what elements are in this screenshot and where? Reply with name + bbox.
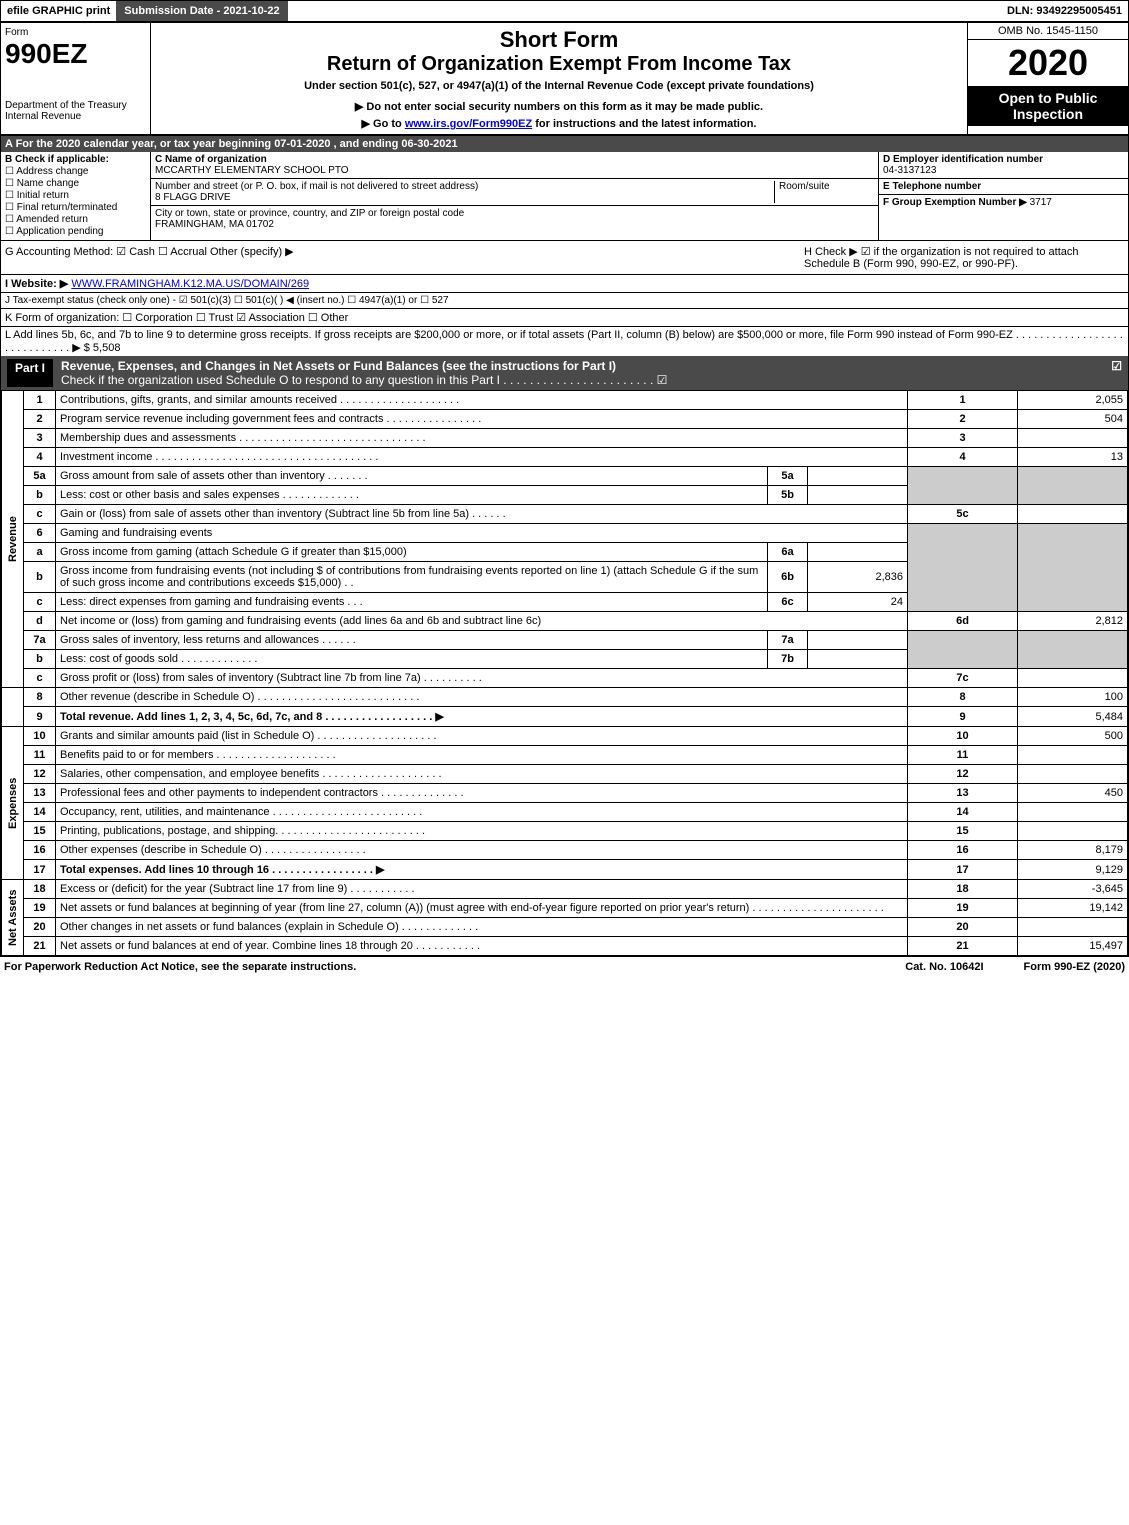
tel-lbl: E Telephone number bbox=[883, 181, 981, 192]
line-14: 14Occupancy, rent, utilities, and mainte… bbox=[2, 803, 1128, 822]
line-8: 8Other revenue (describe in Schedule O) … bbox=[2, 688, 1128, 707]
line-21: 21Net assets or fund balances at end of … bbox=[2, 937, 1128, 956]
part-1-title: Revenue, Expenses, and Changes in Net As… bbox=[61, 359, 667, 387]
header-left: Form 990EZ Department of the Treasury In… bbox=[1, 23, 151, 134]
line-5c: cGain or (loss) from sale of assets othe… bbox=[2, 505, 1128, 524]
section-def: D Employer identification number 04-3137… bbox=[878, 152, 1128, 240]
d-ein: D Employer identification number 04-3137… bbox=[879, 152, 1128, 179]
h-check: H Check ▶ ☑ if the organization is not r… bbox=[804, 245, 1124, 270]
omb-number: OMB No. 1545-1150 bbox=[968, 23, 1128, 40]
section-k: K Form of organization: ☐ Corporation ☐ … bbox=[1, 309, 1128, 327]
efile-print[interactable]: efile GRAPHIC print bbox=[1, 3, 116, 19]
line-4: 4Investment income . . . . . . . . . . .… bbox=[2, 448, 1128, 467]
part-1-label: Part I bbox=[7, 359, 53, 387]
c-name-lbl: C Name of organization bbox=[155, 154, 267, 165]
form-container: efile GRAPHIC print Submission Date - 20… bbox=[0, 0, 1129, 957]
ein-lbl: D Employer identification number bbox=[883, 154, 1043, 165]
cb-amended[interactable]: ☐ Amended return bbox=[5, 214, 146, 225]
section-j: J Tax-exempt status (check only one) - ☑… bbox=[1, 293, 1128, 309]
tax-year: 2020 bbox=[968, 40, 1128, 86]
i-pre: I Website: ▶ bbox=[5, 278, 68, 290]
header: Form 990EZ Department of the Treasury In… bbox=[1, 23, 1128, 136]
room-lbl: Room/suite bbox=[779, 181, 830, 192]
open-inspection: Open to Public Inspection bbox=[968, 86, 1128, 126]
cb-address[interactable]: ☐ Address change bbox=[5, 166, 146, 177]
line-3: 3Membership dues and assessments . . . .… bbox=[2, 429, 1128, 448]
e-tel: E Telephone number bbox=[879, 179, 1128, 195]
line-6d: dNet income or (loss) from gaming and fu… bbox=[2, 612, 1128, 631]
line-10: Expenses10Grants and similar amounts pai… bbox=[2, 727, 1128, 746]
org-addr: 8 FLAGG DRIVE bbox=[155, 192, 231, 203]
part-1-checkbox[interactable]: ☑ bbox=[1111, 359, 1122, 387]
section-gh: G Accounting Method: ☑ Cash ☐ Accrual Ot… bbox=[1, 241, 1128, 275]
header-right: OMB No. 1545-1150 2020 Open to Public In… bbox=[968, 23, 1128, 134]
grp: 3717 bbox=[1030, 197, 1052, 208]
line-13: 13Professional fees and other payments t… bbox=[2, 784, 1128, 803]
side-expenses: Expenses bbox=[2, 727, 24, 880]
line-15: 15Printing, publications, postage, and s… bbox=[2, 822, 1128, 841]
line-16: 16Other expenses (describe in Schedule O… bbox=[2, 841, 1128, 860]
line-17: 17Total expenses. Add lines 10 through 1… bbox=[2, 860, 1128, 880]
section-l: L Add lines 5b, 6c, and 7b to line 9 to … bbox=[1, 327, 1128, 356]
line-5a: 5aGross amount from sale of assets other… bbox=[2, 467, 1128, 486]
side-net: Net Assets bbox=[2, 880, 24, 956]
f-grp: F Group Exemption Number ▶ 3717 bbox=[879, 195, 1128, 210]
department: Department of the Treasury Internal Reve… bbox=[5, 100, 146, 122]
footer-catno: Cat. No. 10642I bbox=[905, 961, 983, 973]
footer: For Paperwork Reduction Act Notice, see … bbox=[0, 957, 1129, 977]
org-name: MCCARTHY ELEMENTARY SCHOOL PTO bbox=[155, 165, 349, 176]
row-a: A For the 2020 calendar year, or tax yea… bbox=[1, 136, 1128, 152]
c-name-row: C Name of organization MCCARTHY ELEMENTA… bbox=[151, 152, 878, 179]
line-2: 2Program service revenue including gover… bbox=[2, 410, 1128, 429]
line-6: 6Gaming and fundraising events bbox=[2, 524, 1128, 543]
title-short-form: Short Form bbox=[155, 27, 963, 53]
part-1-table: Revenue 1Contributions, gifts, grants, a… bbox=[1, 390, 1128, 956]
ein: 04-3137123 bbox=[883, 165, 936, 176]
line-12: 12Salaries, other compensation, and empl… bbox=[2, 765, 1128, 784]
line-1: Revenue 1Contributions, gifts, grants, a… bbox=[2, 391, 1128, 410]
subtitle-section: Under section 501(c), 527, or 4947(a)(1)… bbox=[155, 80, 963, 92]
org-city: FRAMINGHAM, MA 01702 bbox=[155, 219, 274, 230]
goto-post: for instructions and the latest informat… bbox=[532, 118, 756, 130]
line-11: 11Benefits paid to or for members . . . … bbox=[2, 746, 1128, 765]
title-main: Return of Organization Exempt From Incom… bbox=[155, 53, 963, 76]
part-1-header: Part I Revenue, Expenses, and Changes in… bbox=[1, 356, 1128, 390]
top-bar: efile GRAPHIC print Submission Date - 20… bbox=[1, 1, 1128, 23]
warning-ssn: ▶ Do not enter social security numbers o… bbox=[155, 100, 963, 113]
goto-line: ▶ Go to www.irs.gov/Form990EZ for instru… bbox=[155, 117, 963, 130]
form-word: Form bbox=[5, 27, 146, 38]
c-addr-lbl: Number and street (or P. O. box, if mail… bbox=[155, 181, 478, 192]
c-addr-row: Number and street (or P. O. box, if mail… bbox=[151, 179, 878, 206]
side-revenue: Revenue bbox=[2, 391, 24, 688]
b-title: B Check if applicable: bbox=[5, 154, 109, 165]
line-9: 9Total revenue. Add lines 1, 2, 3, 4, 5c… bbox=[2, 707, 1128, 727]
form-number: 990EZ bbox=[5, 38, 146, 70]
footer-paperwork: For Paperwork Reduction Act Notice, see … bbox=[4, 961, 356, 973]
line-7a: 7aGross sales of inventory, less returns… bbox=[2, 631, 1128, 650]
section-i: I Website: ▶ WWW.FRAMINGHAM.K12.MA.US/DO… bbox=[1, 275, 1128, 293]
line-19: 19Net assets or fund balances at beginni… bbox=[2, 899, 1128, 918]
footer-formid: Form 990-EZ (2020) bbox=[1024, 961, 1125, 973]
c-city-lbl: City or town, state or province, country… bbox=[155, 208, 464, 219]
g-accounting: G Accounting Method: ☑ Cash ☐ Accrual Ot… bbox=[5, 245, 804, 270]
section-b: B Check if applicable: ☐ Address change … bbox=[1, 152, 151, 240]
dln: DLN: 93492295005451 bbox=[1001, 3, 1128, 19]
cb-pending[interactable]: ☐ Application pending bbox=[5, 226, 146, 237]
cb-initial[interactable]: ☐ Initial return bbox=[5, 190, 146, 201]
section-bcdef: B Check if applicable: ☐ Address change … bbox=[1, 152, 1128, 241]
website-link[interactable]: WWW.FRAMINGHAM.K12.MA.US/DOMAIN/269 bbox=[71, 278, 309, 290]
cb-final[interactable]: ☐ Final return/terminated bbox=[5, 202, 146, 213]
cb-name[interactable]: ☐ Name change bbox=[5, 178, 146, 189]
line-18: Net Assets18Excess or (deficit) for the … bbox=[2, 880, 1128, 899]
grp-lbl: F Group Exemption Number ▶ bbox=[883, 197, 1027, 208]
irs-link[interactable]: www.irs.gov/Form990EZ bbox=[405, 118, 532, 130]
header-mid: Short Form Return of Organization Exempt… bbox=[151, 23, 968, 134]
line-7c: cGross profit or (loss) from sales of in… bbox=[2, 669, 1128, 688]
goto-pre: ▶ Go to bbox=[362, 118, 405, 130]
line-20: 20Other changes in net assets or fund ba… bbox=[2, 918, 1128, 937]
submission-date: Submission Date - 2021-10-22 bbox=[116, 1, 287, 21]
section-c: C Name of organization MCCARTHY ELEMENTA… bbox=[151, 152, 878, 240]
c-city-row: City or town, state or province, country… bbox=[151, 206, 878, 232]
